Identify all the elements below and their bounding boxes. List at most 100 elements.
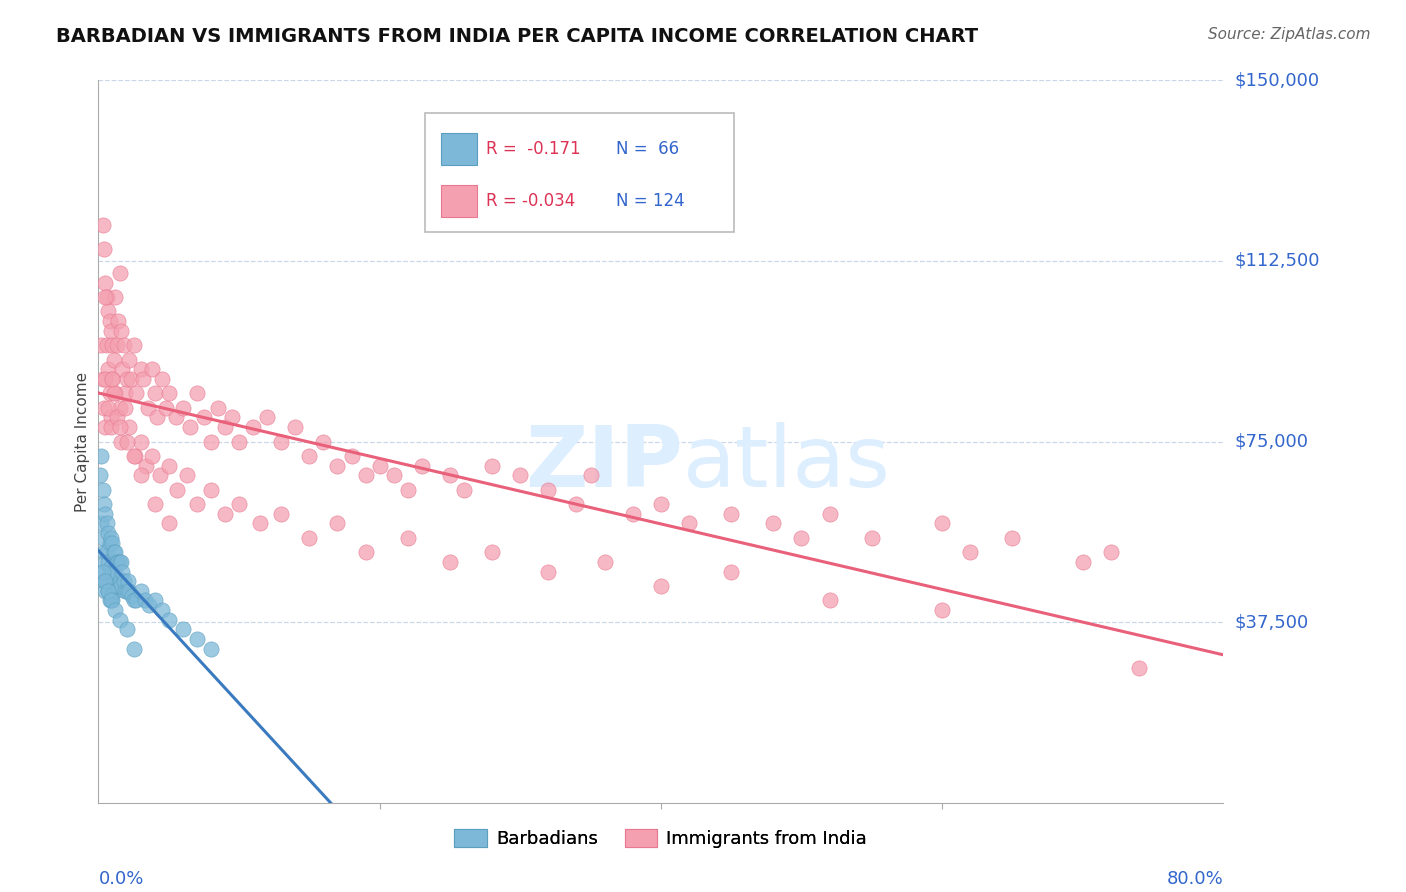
Point	[959, 545, 981, 559]
Point	[94, 507, 117, 521]
Point	[91, 483, 114, 497]
Point	[1001, 531, 1024, 545]
Point	[104, 290, 127, 304]
Point	[221, 410, 243, 425]
Point	[97, 526, 120, 541]
Point	[678, 516, 700, 531]
Point	[93, 401, 115, 415]
Point	[179, 420, 201, 434]
Point	[108, 555, 131, 569]
Point	[326, 516, 349, 531]
Point	[115, 583, 138, 598]
Text: Source: ZipAtlas.com: Source: ZipAtlas.com	[1208, 27, 1371, 42]
Point	[1099, 545, 1122, 559]
Point	[157, 458, 180, 473]
Point	[108, 401, 131, 415]
Point	[143, 386, 166, 401]
Point	[129, 583, 152, 598]
Point	[270, 507, 292, 521]
FancyBboxPatch shape	[425, 112, 734, 232]
Point	[90, 338, 112, 352]
Point	[860, 531, 883, 545]
Point	[136, 401, 159, 415]
Point	[104, 583, 127, 598]
Point	[129, 362, 152, 376]
Point	[108, 574, 131, 589]
Text: R = -0.034: R = -0.034	[486, 192, 575, 210]
Point	[256, 410, 278, 425]
Text: 0.0%: 0.0%	[98, 871, 143, 888]
Point	[193, 410, 215, 425]
Point	[150, 603, 173, 617]
Point	[103, 574, 125, 589]
Point	[110, 579, 132, 593]
Point	[105, 338, 128, 352]
Point	[98, 535, 121, 549]
Point	[186, 497, 208, 511]
Point	[135, 458, 157, 473]
Point	[284, 420, 307, 434]
Point	[90, 516, 112, 531]
Point	[340, 449, 363, 463]
Point	[98, 386, 121, 401]
Point	[125, 386, 148, 401]
Point	[89, 468, 111, 483]
Point	[103, 545, 125, 559]
Point	[200, 641, 222, 656]
Point	[762, 516, 785, 531]
Point	[96, 545, 118, 559]
Point	[176, 468, 198, 483]
Point	[115, 623, 138, 637]
Point	[122, 593, 145, 607]
Point	[720, 565, 742, 579]
Point	[155, 401, 177, 415]
Point	[107, 579, 129, 593]
Point	[101, 535, 124, 549]
Point	[94, 276, 117, 290]
Point	[172, 401, 194, 415]
Point	[112, 574, 135, 589]
Point	[249, 516, 271, 531]
Point	[439, 468, 461, 483]
Point	[121, 589, 143, 603]
Point	[143, 497, 166, 511]
Point	[122, 641, 145, 656]
Point	[100, 559, 122, 574]
Point	[97, 304, 120, 318]
Point	[1071, 555, 1094, 569]
Point	[207, 401, 229, 415]
Point	[200, 434, 222, 449]
Point	[509, 468, 531, 483]
Point	[114, 386, 136, 401]
Point	[298, 449, 321, 463]
Point	[115, 372, 138, 386]
Point	[96, 574, 118, 589]
Text: $37,500: $37,500	[1234, 613, 1309, 632]
Point	[97, 583, 120, 598]
Point	[94, 574, 117, 589]
Text: $112,500: $112,500	[1234, 252, 1320, 270]
Point	[94, 583, 117, 598]
Point	[481, 545, 503, 559]
Point	[411, 458, 433, 473]
Point	[165, 410, 187, 425]
Point	[242, 420, 264, 434]
Point	[97, 555, 120, 569]
Point	[790, 531, 813, 545]
Text: $150,000: $150,000	[1234, 71, 1320, 89]
Point	[228, 434, 250, 449]
Point	[124, 449, 146, 463]
Point	[931, 516, 953, 531]
Point	[1128, 661, 1150, 675]
Point	[122, 449, 145, 463]
Point	[97, 583, 120, 598]
Point	[107, 555, 129, 569]
Point	[103, 352, 125, 367]
Point	[93, 574, 115, 589]
Point	[650, 497, 672, 511]
Point	[214, 420, 236, 434]
Point	[166, 483, 188, 497]
Point	[931, 603, 953, 617]
Point	[97, 401, 120, 415]
Point	[186, 632, 208, 646]
